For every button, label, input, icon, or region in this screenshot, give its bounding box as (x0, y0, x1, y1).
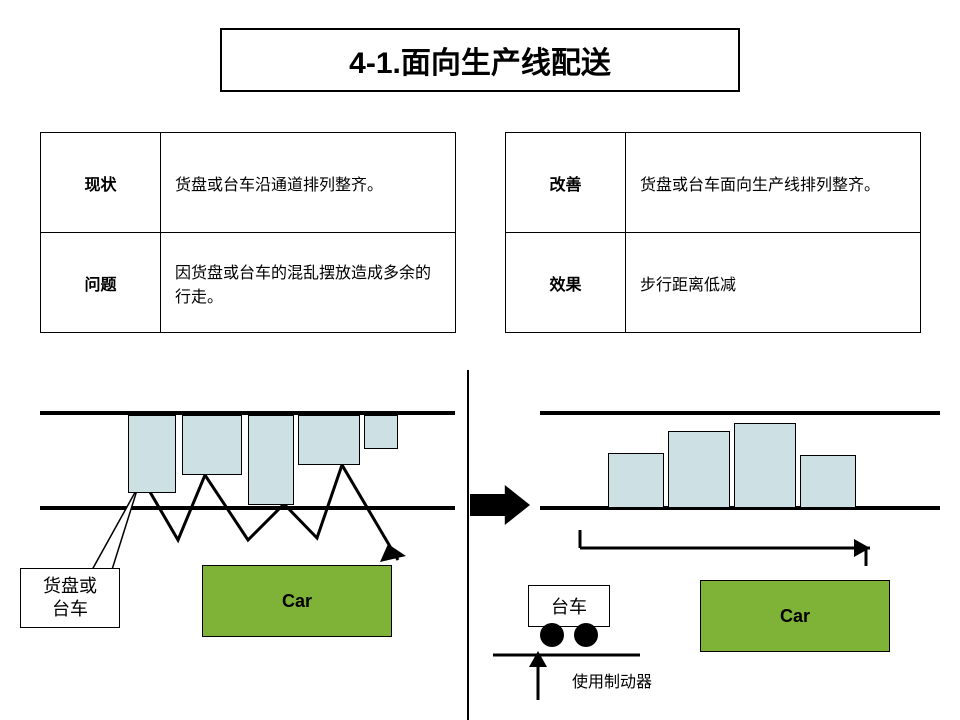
callout-text: 货盘或 台车 (43, 575, 97, 622)
pallet-box (298, 415, 360, 465)
row-text: 货盘或台车面向生产线排列整齐。 (626, 133, 921, 233)
pallet-box (734, 423, 796, 508)
pallet-box (364, 415, 398, 449)
page-title: 4-1.面向生产线配送 (220, 28, 740, 92)
row-label: 现状 (41, 133, 161, 233)
table-row: 改善 货盘或台车面向生产线排列整齐。 (506, 133, 921, 233)
current-state-table: 现状 货盘或台车沿通道排列整齐。 问题 因货盘或台车的混乱摆放造成多余的行走。 (40, 132, 456, 333)
title-text: 4-1.面向生产线配送 (349, 38, 611, 82)
table-row: 效果 步行距离低减 (506, 233, 921, 333)
pallet-box (248, 415, 294, 505)
improvement-table: 改善 货盘或台车面向生产线排列整齐。 效果 步行距离低减 (505, 132, 921, 333)
table-row: 问题 因货盘或台车的混乱摆放造成多余的行走。 (41, 233, 456, 333)
row-label: 问题 (41, 233, 161, 333)
pallet-box (128, 415, 176, 493)
car-label: Car (780, 606, 810, 627)
cart-label: 台车 (551, 593, 587, 619)
brake-label: 使用制动器 (572, 668, 652, 692)
row-label: 效果 (506, 233, 626, 333)
pallet-box (608, 453, 664, 508)
row-label: 改善 (506, 133, 626, 233)
car-label: Car (282, 591, 312, 612)
row-text: 因货盘或台车的混乱摆放造成多余的行走。 (161, 233, 456, 333)
pallet-box (800, 455, 856, 508)
cart-wheel-icon (540, 623, 564, 647)
pallet-callout: 货盘或 台车 (20, 568, 120, 628)
pallet-box (182, 415, 242, 475)
table-row: 现状 货盘或台车沿通道排列整齐。 (41, 133, 456, 233)
cart-box: 台车 (528, 585, 610, 627)
row-text: 货盘或台车沿通道排列整齐。 (161, 133, 456, 233)
car-box-left: Car (202, 565, 392, 637)
pallet-box (668, 431, 730, 508)
row-text: 步行距离低减 (626, 233, 921, 333)
car-box-right: Car (700, 580, 890, 652)
cart-wheel-icon (574, 623, 598, 647)
